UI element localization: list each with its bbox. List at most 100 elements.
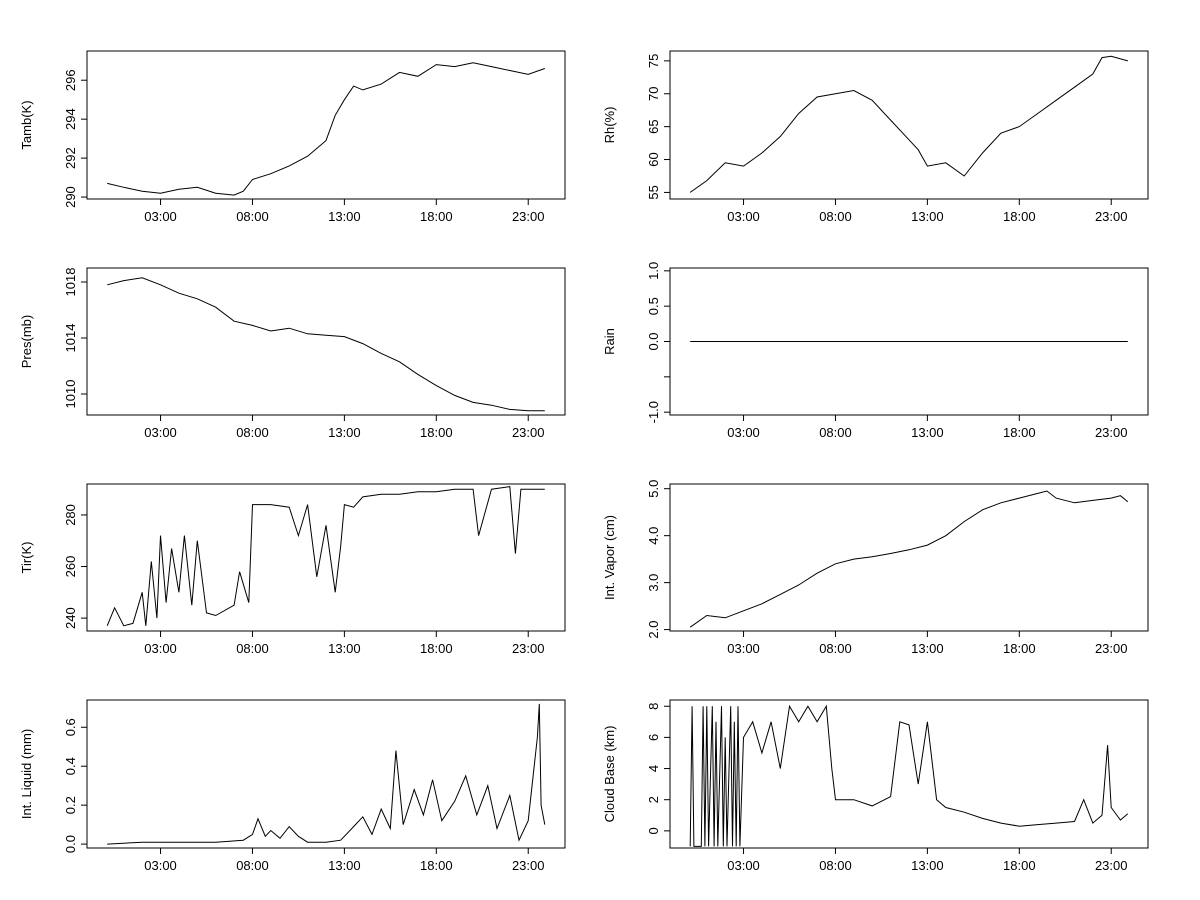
y-tick-label: 296 [63,69,78,91]
x-tick-label: 18:00 [1003,425,1036,440]
series-line-cloudbase [689,704,1129,847]
y-tick-label: 4 [646,765,661,772]
y-axis-label: Pres(mb) [19,315,34,368]
plot-frame [86,483,566,632]
x-tick-label: 23:00 [1095,858,1128,873]
x-tick-label: 23:00 [512,641,545,656]
x-tick-label: 13:00 [911,209,944,224]
y-tick-label: 2 [646,796,661,803]
y-tick-label: 292 [63,147,78,169]
y-tick-label: 2.0 [646,621,661,639]
plot-frame [669,50,1149,200]
x-tick-label: 13:00 [328,209,361,224]
x-tick-label: 08:00 [236,425,269,440]
panel-vapor: 03:00 08:00 13:00 18:00 23:00 2.0 3.0 4.0 5.0 Int… [602,480,1149,656]
x-tick-label: 13:00 [328,641,361,656]
y-axis-label: Rain [602,328,617,355]
y-tick-label: 70 [646,87,661,101]
y-tick-label: 0.2 [63,796,78,814]
x-tick-label: 03:00 [144,209,177,224]
x-tick-label: 03:00 [727,425,760,440]
y-tick-label: 8 [646,703,661,710]
panel-cloudbase: 03:00 08:00 13:00 18:00 23:00 0 2 4 6 8 Cloud Base… [602,699,1149,873]
x-tick-label: 08:00 [819,209,852,224]
panel-pres: 03:00 08:00 13:00 18:00 23:00 1010 1014 1018 Pre… [19,267,566,440]
y-tick-label: 260 [63,556,78,578]
x-tick-label: 23:00 [1095,209,1128,224]
y-tick-label: 1.0 [646,262,661,280]
y-tick-label: 294 [63,108,78,130]
y-axis-label: Int. Liquid (mm) [19,729,34,819]
x-tick-label: 13:00 [328,425,361,440]
series-line-rh [689,55,1128,193]
panel-tamb: 03:00 08:00 13:00 18:00 23:00 290 292 294 296 Tam… [19,50,566,224]
y-tick-label: 6 [646,734,661,741]
y-tick-label: 3.0 [646,574,661,592]
x-tick-label: 13:00 [911,425,944,440]
y-tick-label: 280 [63,504,78,526]
y-tick-label: 0.0 [63,835,78,853]
y-axis-label: Tir(K) [19,541,34,573]
y-tick-label: 0.6 [63,718,78,736]
plot-frame [86,267,566,416]
y-tick-label: 1010 [63,380,78,409]
x-tick-label: 03:00 [144,641,177,656]
x-tick-label: 03:00 [144,858,177,873]
plot-frame [86,699,566,849]
y-tick-label: 5.0 [646,480,661,498]
plot-frame [669,699,1149,849]
x-tick-label: 08:00 [236,641,269,656]
series-line-liquid [107,703,546,845]
y-tick-label: 55 [646,185,661,199]
x-tick-label: 08:00 [819,858,852,873]
x-tick-label: 03:00 [144,425,177,440]
y-axis-label: Int. Vapor (cm) [602,515,617,600]
x-tick-label: 18:00 [420,209,453,224]
x-tick-label: 03:00 [727,209,760,224]
x-tick-label: 08:00 [236,858,269,873]
x-tick-label: 08:00 [819,641,852,656]
x-tick-label: 08:00 [819,425,852,440]
plot-frame [86,50,566,200]
y-tick-label: -1.0 [646,401,661,423]
x-tick-label: 23:00 [512,858,545,873]
x-tick-label: 13:00 [911,858,944,873]
y-axis-label: Tamb(K) [19,100,34,149]
y-axis-label: Cloud Base (km) [602,726,617,823]
panel-tir: 03:00 08:00 13:00 18:00 23:00 240 260 280 Tir(K) [19,483,566,656]
y-tick-label: 0.4 [63,757,78,775]
x-tick-label: 03:00 [727,858,760,873]
series-line-tamb [107,62,545,196]
panel-rain: 03:00 08:00 13:00 18:00 23:00 -1.0 0.0 0.5 1.0 Ra… [602,262,1149,440]
x-tick-label: 23:00 [1095,641,1128,656]
y-tick-label: 60 [646,152,661,166]
y-tick-label: 1018 [63,268,78,297]
series-line-tir [106,486,545,627]
x-tick-label: 18:00 [420,858,453,873]
y-tick-label: 240 [63,607,78,629]
y-tick-label: 0.0 [646,332,661,350]
x-tick-label: 18:00 [1003,641,1036,656]
y-tick-label: 75 [646,54,661,68]
x-tick-label: 13:00 [911,641,944,656]
panel-rh: 03:00 08:00 13:00 18:00 23:00 55 60 65 70 75 Rh(%) [602,50,1149,224]
x-tick-label: 18:00 [420,425,453,440]
panel-liquid: 03:00 08:00 13:00 18:00 23:00 0.0 0.2 0.4 0.6 Int… [19,699,566,873]
x-tick-label: 08:00 [236,209,269,224]
y-tick-label: 65 [646,119,661,133]
plot-frame [669,483,1149,632]
y-tick-label: 290 [63,186,78,208]
x-tick-label: 23:00 [512,425,545,440]
y-tick-label: 4.0 [646,527,661,545]
y-axis-label: Rh(%) [602,107,617,144]
x-tick-label: 18:00 [1003,209,1036,224]
y-tick-label: 1014 [63,324,78,353]
series-line-vapor [689,490,1129,628]
x-tick-label: 18:00 [1003,858,1036,873]
x-tick-label: 13:00 [328,858,361,873]
x-tick-label: 23:00 [1095,425,1128,440]
y-tick-label: 0 [646,827,661,834]
x-tick-label: 23:00 [512,209,545,224]
series-line-pres [107,277,545,412]
